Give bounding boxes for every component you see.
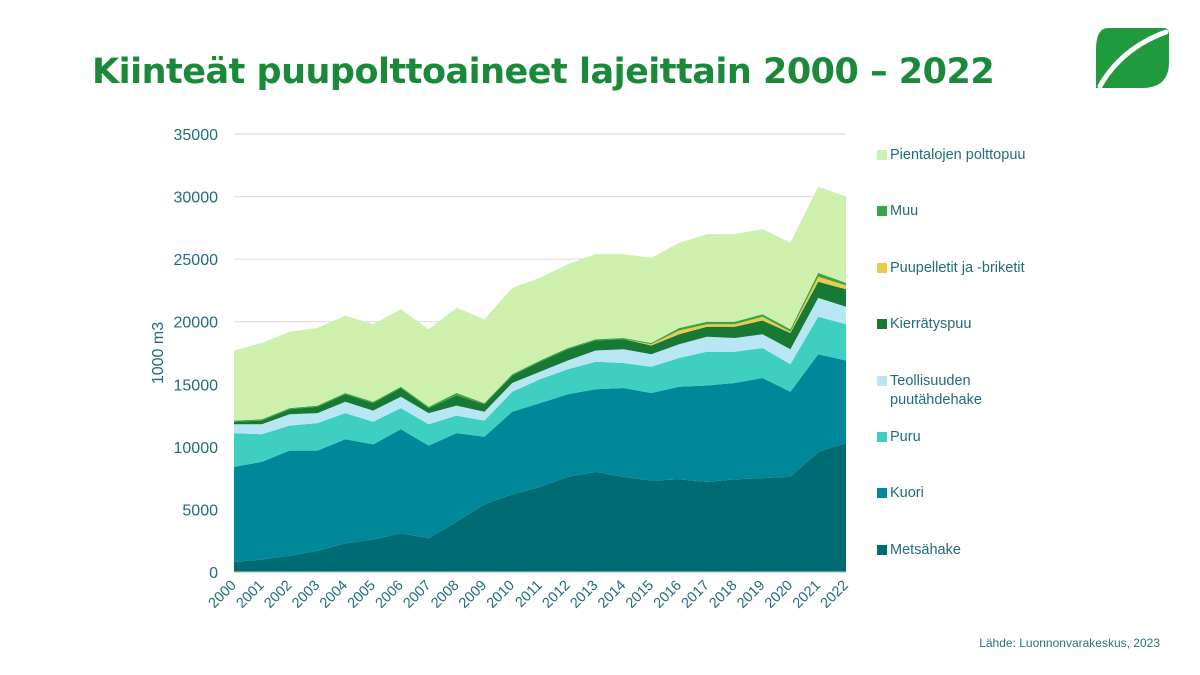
x-tick-label: 2004 xyxy=(317,578,351,612)
area-puru xyxy=(234,316,846,467)
legend-swatch xyxy=(877,262,887,273)
legend-swatch xyxy=(877,432,887,442)
x-tick-label: 2000 xyxy=(206,578,240,612)
x-tick-label: 2018 xyxy=(706,578,740,612)
x-tick-label: 2006 xyxy=(373,578,407,612)
area-metsahake xyxy=(234,443,846,572)
x-tick-label: 2007 xyxy=(400,578,434,612)
legend-label: Puupelletit ja -briketit xyxy=(890,259,1025,276)
y-tick-label: 5000 xyxy=(182,502,218,519)
y-tick-label: 0 xyxy=(209,565,218,582)
y-axis-label: 1000 m3 xyxy=(150,322,167,384)
legend-swatch xyxy=(877,375,887,386)
x-tick-label: 2008 xyxy=(428,578,462,612)
legend-item: Pientalojen polttopuu xyxy=(877,146,1040,165)
legend-label: Muu xyxy=(890,203,919,220)
legend-swatch xyxy=(877,488,887,499)
y-tick-label: 15000 xyxy=(174,377,219,394)
legend-swatch xyxy=(877,319,887,330)
legend-label: Puru xyxy=(890,429,921,445)
x-tick-label: 2003 xyxy=(289,578,323,612)
legend-item: Kierrätyspuu xyxy=(877,315,1040,334)
x-tick-label: 2016 xyxy=(651,578,685,612)
legend-swatch xyxy=(877,206,887,217)
legend-label: Teollisuuden puutähdehake xyxy=(890,372,982,408)
x-tick-label: 2011 xyxy=(512,578,545,611)
legend-label: Metsähake xyxy=(890,541,961,558)
x-tick-label: 2010 xyxy=(484,578,518,612)
x-tick-label: 2005 xyxy=(345,578,379,612)
y-tick-label: 10000 xyxy=(174,440,219,457)
legend-label: Pientalojen polttopuu xyxy=(890,147,1026,163)
legend-label: Kuori xyxy=(890,485,924,502)
legend-swatch xyxy=(877,544,887,555)
area-kuori xyxy=(234,354,846,562)
x-tick-label: 2009 xyxy=(456,578,490,612)
source-note: Lähde: Luonnonvarakeskus, 2023 xyxy=(979,636,1160,650)
area-teollisuuden-puutahdehake xyxy=(234,297,846,435)
x-tick-label: 2022 xyxy=(818,578,852,612)
y-tick-label: 25000 xyxy=(174,252,219,269)
legend-item: Puupelletit ja -briketit xyxy=(877,259,1040,278)
legend-item: Muu xyxy=(877,202,1040,221)
legend-item: Teollisuuden puutähdehake xyxy=(877,372,1040,410)
y-tick-label: 35000 xyxy=(174,127,219,144)
x-tick-label: 2019 xyxy=(734,578,768,612)
x-tick-label: 2014 xyxy=(595,578,629,612)
legend-swatch xyxy=(877,150,887,160)
x-tick-label: 2001 xyxy=(234,578,268,612)
y-tick-label: 30000 xyxy=(174,190,219,207)
y-tick-label: 20000 xyxy=(174,315,219,332)
x-tick-label: 2015 xyxy=(623,578,657,612)
legend-item: Puru xyxy=(877,428,1040,447)
page-title: Kiinteät puupolttoaineet lajeittain 2000… xyxy=(92,52,995,92)
area-pientalojen-polttopuu xyxy=(234,186,846,421)
x-tick-label: 2002 xyxy=(261,578,295,612)
x-tick-label: 2013 xyxy=(567,578,601,612)
legend-item: Metsähake xyxy=(877,541,1040,560)
x-tick-label: 2021 xyxy=(790,578,824,612)
x-tick-label: 2017 xyxy=(679,578,713,612)
legend-item: Kuori xyxy=(877,484,1040,503)
x-tick-label: 2012 xyxy=(540,578,574,612)
legend-label: Kierrätyspuu xyxy=(890,316,972,333)
area-kierratyspuu xyxy=(234,281,846,425)
leaf-logo-icon xyxy=(1096,28,1169,89)
x-tick-label: 2020 xyxy=(762,578,796,612)
